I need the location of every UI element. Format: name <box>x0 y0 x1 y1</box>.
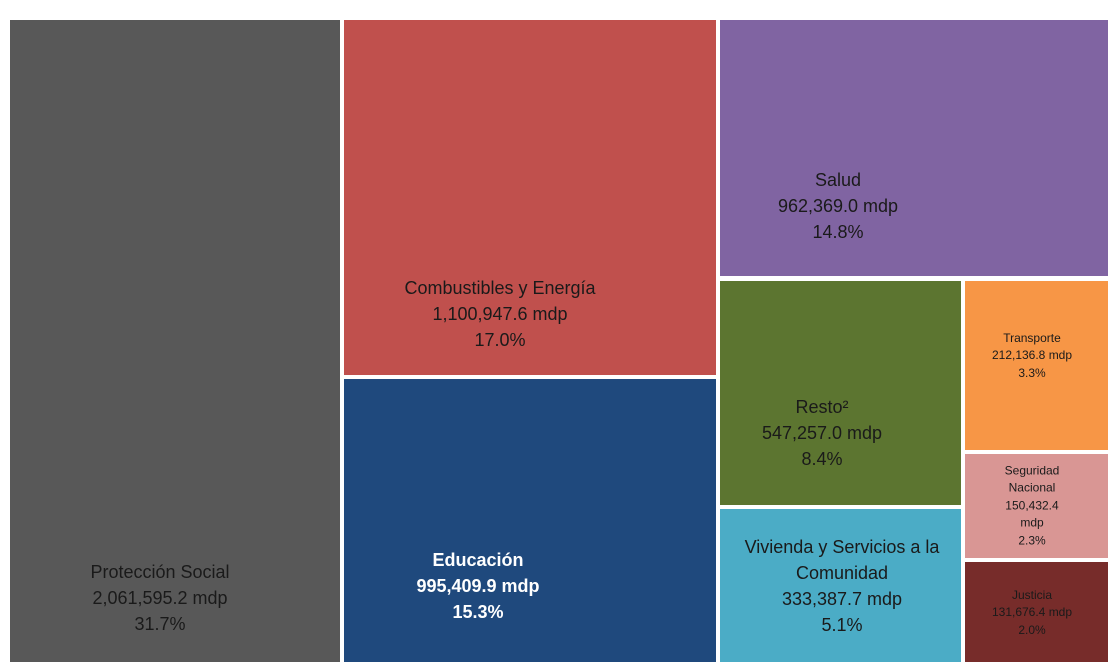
category-name: Salud <box>814 169 862 190</box>
value-label: 547,257.0 mdp <box>761 422 883 443</box>
category-name: Seguridad Nacional <box>1004 463 1060 495</box>
value-label: 150,432.4 mdp <box>1005 498 1059 530</box>
tile <box>965 281 1108 450</box>
value-label: 995,409.9 mdp <box>416 575 540 596</box>
tile <box>965 562 1108 662</box>
percent-label: 2.3% <box>1018 533 1046 548</box>
value-label: 131,676.4 mdp <box>991 605 1073 620</box>
tile <box>10 20 340 662</box>
tile <box>965 454 1108 558</box>
category-name: Transporte <box>1003 330 1061 345</box>
percent-label: 31.7% <box>134 614 186 635</box>
tile <box>720 20 1108 276</box>
tile <box>720 281 961 505</box>
category-name: Resto² <box>795 396 849 417</box>
tile <box>344 20 716 375</box>
tile-label: Justicia 131,676.4 mdp 2.0% <box>967 587 1097 639</box>
tile-label: Salud 962,369.0 mdp 14.8% <box>718 167 958 245</box>
tile-label: Seguridad Nacional 150,432.4 mdp 2.3% <box>992 463 1072 550</box>
category-name: Combustibles y Energía <box>404 277 596 298</box>
tile <box>720 509 961 662</box>
tile-label: Combustibles y Energía 1,100,947.6 mdp 17.… <box>350 275 650 353</box>
tile <box>344 379 716 662</box>
percent-label: 17.0% <box>474 330 526 351</box>
category-name: Protección Social <box>90 561 230 582</box>
percent-label: 8.4% <box>801 449 843 470</box>
tile-label: Vivienda y Servicios a la Comunidad 333,3… <box>732 534 952 638</box>
tile-label: Educación 995,409.9 mdp 15.3% <box>358 547 598 625</box>
percent-label: 2.0% <box>1018 622 1046 637</box>
value-label: 1,100,947.6 mdp <box>432 303 568 324</box>
value-label: 212,136.8 mdp <box>991 348 1073 363</box>
category-name: Vivienda y Servicios a la Comunidad <box>744 536 940 583</box>
percent-label: 3.3% <box>1018 365 1046 380</box>
value-label: 962,369.0 mdp <box>777 195 899 216</box>
tile-label: Transporte 212,136.8 mdp 3.3% <box>967 330 1097 382</box>
tile-label: Resto² 547,257.0 mdp 8.4% <box>722 394 922 472</box>
value-label: 333,387.7 mdp <box>781 589 903 609</box>
category-name: Justicia <box>1011 587 1052 602</box>
category-name: Educación <box>432 549 524 570</box>
value-label: 2,061,595.2 mdp <box>92 587 228 608</box>
percent-label: 5.1% <box>821 615 863 636</box>
tile-label: Protección Social 2,061,595.2 mdp 31.7% <box>30 559 290 637</box>
percent-label: 14.8% <box>812 222 864 243</box>
percent-label: 15.3% <box>452 602 504 623</box>
